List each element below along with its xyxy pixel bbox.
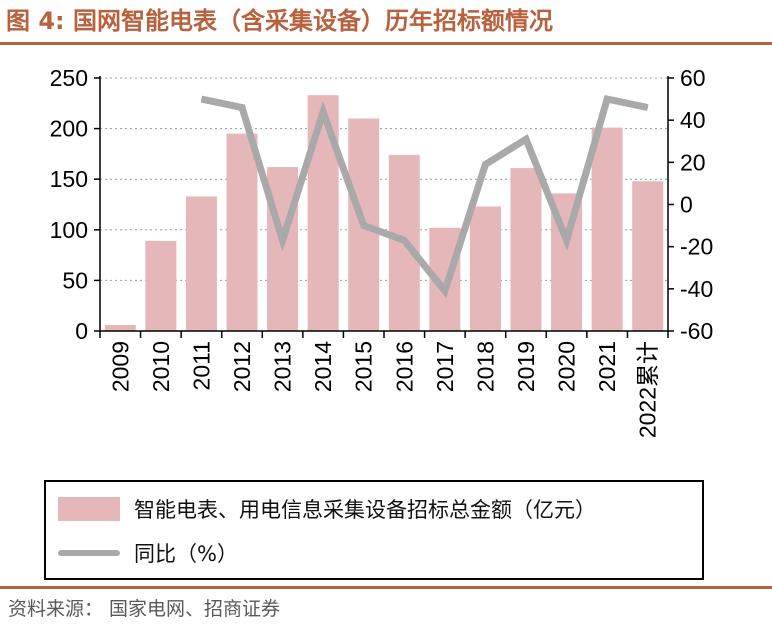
yoy-point-2022累计 [647,107,649,109]
x-tick-label-2011: 2011 [188,341,214,390]
x-tick-label-2009: 2009 [107,341,133,392]
y-left-tick-label: 150 [50,166,88,192]
yoy-point-2017 [444,290,446,292]
bar-2021 [591,127,623,331]
y-left-tick-label: 0 [75,318,88,344]
bar-2009 [104,324,136,331]
legend-label-line: 同比（%） [134,542,238,566]
yoy-point-2011 [200,98,202,100]
yoy-point-2012 [241,107,243,109]
legend-item-line: 同比（%） [58,538,238,568]
legend-item-bar: 智能电表、用电信息采集设备招标总金额（亿元） [58,494,596,524]
x-tick-label-2019: 2019 [513,341,539,392]
x-tick-label-2014: 2014 [310,341,336,392]
yoy-point-2018 [484,163,486,165]
yoy-point-2020 [566,239,568,241]
y-right-tick-label: -20 [680,234,713,260]
combo-chart: 0 50 100 150 200 250 -60 -40 -20 0 20 40 60 2009 2010 2… [50,65,714,438]
bar-2011 [185,196,217,331]
footer-rule [0,586,772,589]
y-left-tick-label: 200 [50,116,88,142]
bar-2010 [145,240,177,331]
yoy-point-2014 [322,111,324,113]
y-left-tick-label: 100 [50,217,88,243]
y-left-tick-label: 250 [50,65,88,91]
bar-2019 [510,168,542,331]
legend-label-bar: 智能电表、用电信息采集设备招标总金额（亿元） [134,498,596,522]
y-left-tick-label: 50 [62,267,88,293]
y-right-tick-label: -40 [680,276,713,302]
bar-2012 [226,133,258,331]
source-note: 资料来源： 国家电网、招商证券 [8,598,281,620]
y-right-tick-label: 40 [680,107,706,133]
bar-2022累计 [632,181,664,331]
y-right-tick-label: -60 [680,318,713,344]
x-tick-label-2012: 2012 [229,341,255,392]
x-tick-label-2022累计: 2022累计 [635,341,661,438]
title-rule [0,42,772,45]
x-tick-label-2018: 2018 [472,341,498,392]
yoy-point-2019 [525,138,527,140]
x-tick-label-2010: 2010 [148,341,174,392]
chart-title: 图 4: 国网智能电表（含采集设备）历年招标额情况 [6,7,554,35]
x-tick-label-2017: 2017 [432,341,458,392]
yoy-line [200,94,649,299]
legend-swatch-bar [58,497,120,521]
legend-swatch-line [58,550,120,556]
yoy-point-2013 [282,239,284,241]
x-tick-label-2015: 2015 [351,341,377,392]
x-tick-label-2021: 2021 [594,341,620,392]
x-tick-label-2016: 2016 [391,341,417,392]
chart-legend: 智能电表、用电信息采集设备招标总金额（亿元） 同比（%） [44,480,704,580]
yoy-point-2015 [363,225,365,227]
y-right-tick-label: 60 [680,65,706,91]
x-tick-label-2013: 2013 [270,341,296,392]
yoy-point-2021 [606,98,608,100]
x-tick-label-2020: 2020 [554,341,580,392]
y-right-tick-label: 0 [680,192,693,218]
yoy-point-2016 [403,239,405,241]
bar-2018 [469,206,501,331]
bar-2014 [307,95,339,331]
y-right-tick-label: 20 [680,149,706,175]
